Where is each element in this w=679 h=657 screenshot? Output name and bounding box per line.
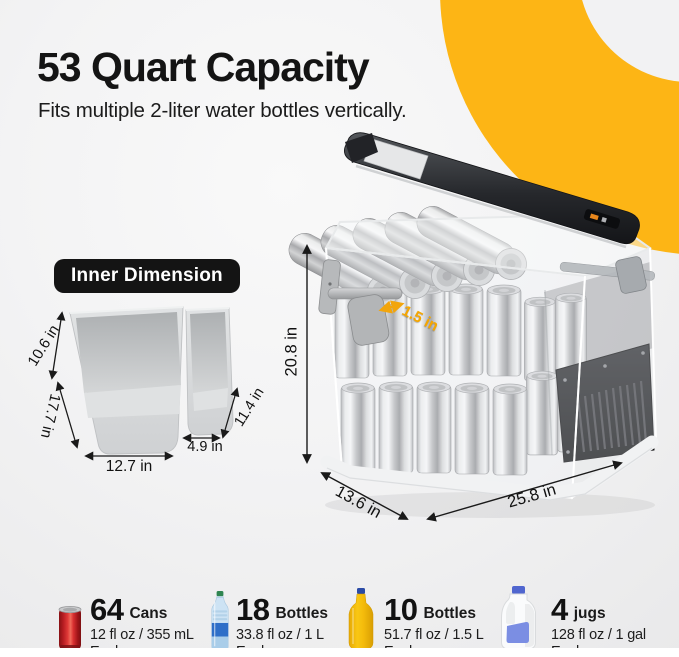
cooler-height-label: 20.8 in <box>282 326 301 377</box>
page-subtitle: Fits multiple 2-liter water bottles vert… <box>38 99 407 122</box>
milk-jug-icon <box>501 586 536 650</box>
jugs-count: 4 <box>551 592 568 627</box>
jugs-size: 128 fl oz / 1 gal <box>551 627 646 644</box>
small-bin-width-label: 4.9 in <box>187 439 223 455</box>
cans-size: 12 fl oz / 355 mL <box>90 627 194 644</box>
large-bin-width-label: 12.7 in <box>105 458 153 475</box>
inner-dimension-badge: Inner Dimension <box>54 259 240 293</box>
cans-count: 64 <box>90 592 124 627</box>
bottom-border-strip <box>0 648 679 657</box>
bottles-1-5l-size: 51.7 fl oz / 1.5 L <box>384 627 484 644</box>
jugs-unit: jugs <box>573 605 606 622</box>
inner-bins-illustration <box>48 306 240 461</box>
cans-unit: Cans <box>129 605 168 622</box>
bottles-1l-count: 18 <box>236 592 270 627</box>
bottles-1l-size: 33.8 fl oz / 1 L <box>236 627 324 644</box>
bottles-1-5l-unit: Bottles <box>423 605 477 622</box>
water-bottle-icon <box>211 590 229 652</box>
cooler-illustration <box>283 132 659 522</box>
page-title: 53 Quart Capacity <box>37 44 370 90</box>
bottles-1-5l-count: 10 <box>384 592 418 627</box>
soda-can-icon <box>58 606 82 649</box>
bottles-1l-unit: Bottles <box>275 605 329 622</box>
